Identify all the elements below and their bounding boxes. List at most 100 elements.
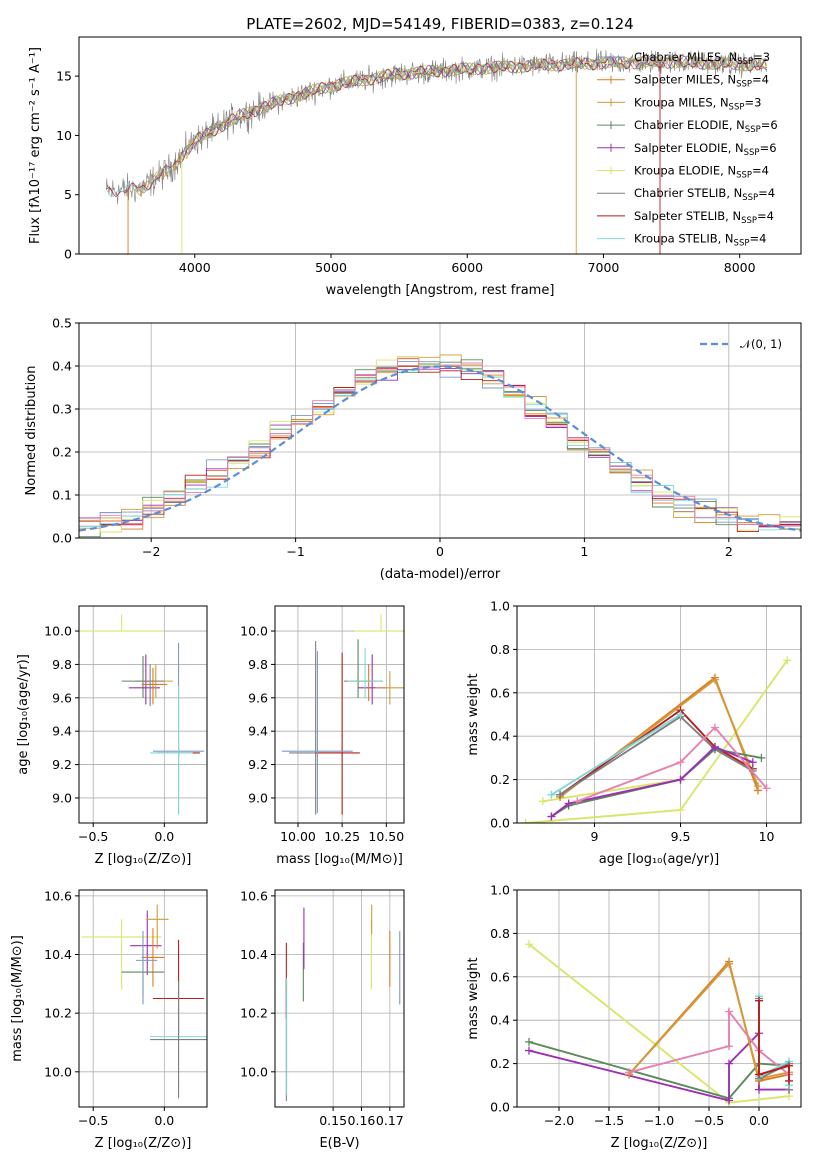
y-tick-label: 0.2 [490, 772, 510, 787]
weight-marker [676, 758, 685, 767]
y-tick-label: 0.4 [490, 729, 510, 744]
x-axis-label: Z [log₁₀(Z/Z⊙)] [611, 1136, 708, 1151]
weight-marker [676, 775, 685, 784]
x-axis-label: E(B-V) [319, 1136, 359, 1151]
y-tick-label: 0.4 [490, 1013, 510, 1028]
x-tick-label: 6000 [451, 260, 483, 275]
axes-frame [78, 605, 208, 824]
figure-title: PLATE=2602, MJD=54149, FIBERID=0383, z=0… [246, 15, 633, 33]
x-tick-label: 0.17 [376, 1113, 404, 1128]
x-tick-label: 0.0 [749, 1113, 769, 1128]
x-tick-label: 10.50 [368, 829, 404, 844]
plot-area [525, 940, 793, 1107]
x-axis-label: age [log₁₀(age/yr)] [599, 852, 720, 867]
y-tick-label: 9.2 [52, 757, 72, 772]
weight-marker [762, 784, 771, 793]
plot-area [521, 656, 792, 823]
plot-area [282, 614, 404, 815]
x-tick-label: 8000 [724, 260, 756, 275]
x-tick-label: −0.5 [78, 829, 108, 844]
x-tick-label: 0 [436, 544, 444, 559]
y-tick-label: 10.4 [240, 947, 268, 962]
y-tick-label: 9.0 [52, 790, 72, 805]
x-axis-label: mass [log₁₀(M/M⊙)] [276, 852, 403, 867]
y-axis-label: age [log₁₀(age/yr)] [16, 654, 31, 775]
weight-line-2 [528, 1030, 789, 1102]
x-axis-label: Z [log₁₀(Z/Z⊙)] [95, 1136, 192, 1151]
y-tick-label: 9.6 [52, 690, 72, 705]
legend-label: Kroupa STELIB, NSSP=4 [634, 232, 766, 249]
weight-marker [525, 940, 533, 949]
y-tick-label: 0.2 [52, 445, 72, 460]
y-tick-label: 0.4 [52, 359, 72, 374]
panel-5: −0.5 0.0 10.0 10.2 10.4 10.6 Z [log₁₀(Z/Z⊙)] ma… [10, 888, 208, 1151]
x-axis-label: Z [log₁₀(Z/Z⊙)] [95, 852, 192, 867]
weight-line-6 [550, 713, 682, 796]
weight-marker [725, 1096, 733, 1105]
weight-marker [785, 1076, 793, 1085]
weight-line-9 [576, 726, 768, 803]
x-tick-label: 10 [759, 829, 775, 844]
weight-marker [757, 753, 766, 762]
x-tick-label: 10.00 [280, 829, 316, 844]
weight-marker [625, 1068, 633, 1077]
panel-0: 4000 5000 6000 7000 8000 0 5 10 15 wavelength [An… [28, 36, 802, 298]
y-tick-label: 0.1 [52, 488, 72, 503]
y-tick-label: 10 [56, 128, 72, 143]
y-tick-label: 9.2 [248, 757, 268, 772]
weight-marker [521, 819, 530, 823]
plot-area [285, 904, 401, 1102]
weight-marker [785, 1061, 793, 1070]
weight-line-8 [758, 1000, 790, 1081]
y-tick-label: 0.5 [52, 316, 72, 331]
weight-marker [725, 1007, 733, 1016]
x-tick-label: −1.5 [594, 1113, 624, 1128]
y-tick-label: 5 [64, 187, 72, 202]
y-axis-label: mass [log₁₀(M/M⊙)] [10, 935, 25, 1062]
y-tick-label: 9.8 [248, 657, 268, 672]
legend: 𝒩(0, 1) [700, 337, 782, 351]
panel-1: −2 −1 0 1 2 0.0 0.1 0.2 0.3 0.4 0.5 (data-model)/er… [24, 316, 802, 582]
x-tick-label: 0.16 [348, 1113, 376, 1128]
x-tick-label: 0.0 [154, 1113, 174, 1128]
gaussian-curve [79, 365, 801, 532]
weight-marker [547, 812, 556, 821]
weight-line-4 [628, 961, 790, 1080]
legend-label: Salpeter MILES, NSSP=4 [634, 73, 769, 90]
y-tick-label: 0.0 [490, 816, 510, 831]
y-tick-label: 9.0 [248, 790, 268, 805]
weight-marker [676, 805, 685, 814]
x-tick-label: 1 [580, 544, 588, 559]
x-tick-label: 4000 [179, 260, 211, 275]
y-tick-label: 1.0 [490, 599, 510, 614]
y-axis-label: mass weight [466, 673, 481, 755]
legend-label: Chabrier ELODIE, NSSP=6 [634, 118, 778, 135]
legend-label: Kroupa ELODIE, NSSP=4 [634, 164, 769, 181]
y-tick-label: 10.0 [44, 624, 72, 639]
x-tick-label: −0.5 [78, 1113, 108, 1128]
y-tick-label: 9.8 [52, 657, 72, 672]
x-tick-label: 10.25 [324, 829, 360, 844]
y-tick-label: 9.4 [52, 724, 72, 739]
y-axis-label: Normed distribution [24, 366, 39, 496]
y-tick-label: 10.2 [44, 1006, 72, 1021]
y-tick-label: 0.8 [490, 926, 510, 941]
y-tick-label: 10.6 [240, 888, 268, 903]
y-tick-label: 0.8 [490, 642, 510, 657]
weight-marker [748, 758, 757, 767]
panel-4: 9 9.5 10 0.0 0.2 0.4 0.6 0.8 1.0 age [log₁₀(age/y… [466, 599, 802, 867]
legend: Chabrier MILES, NSSP=3 Salpeter MILES, NS… [597, 50, 778, 249]
plot-area [79, 354, 801, 538]
y-axis-label: Flux [fλ10⁻¹⁷ erg cm⁻² s⁻¹ A⁻¹] [28, 47, 43, 244]
plot-area [105, 48, 768, 254]
plot-area [79, 614, 205, 815]
weight-line-1 [542, 778, 681, 803]
x-tick-label: 0.15 [319, 1113, 347, 1128]
x-axis-label: wavelength [Angstrom, rest frame] [326, 283, 555, 298]
legend-label: Chabrier STELIB, NSSP=4 [634, 186, 775, 203]
y-tick-label: 10.6 [44, 888, 72, 903]
axes-frame [274, 605, 405, 824]
weight-line-2 [559, 676, 759, 798]
weight-marker [525, 1037, 533, 1046]
